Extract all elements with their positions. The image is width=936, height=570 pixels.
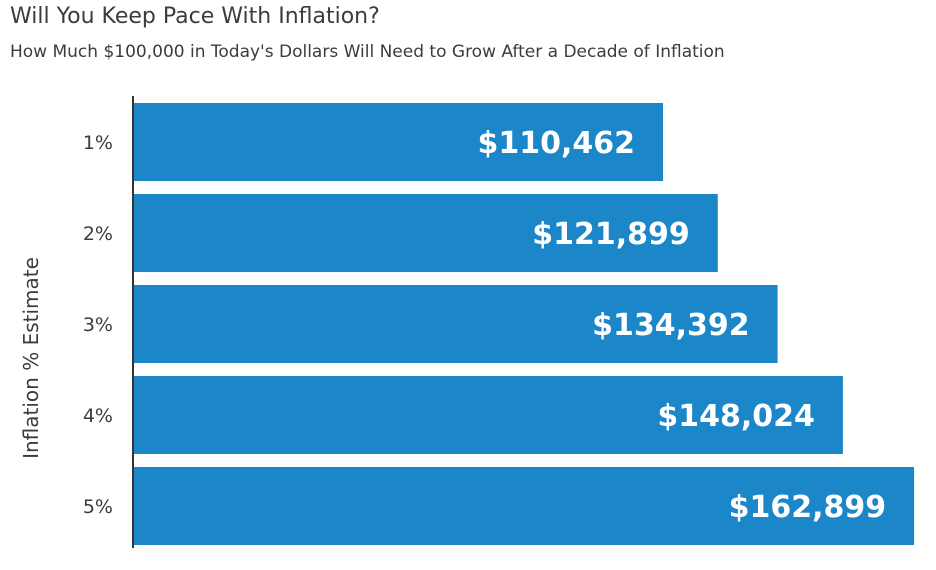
category-label-5: 5% <box>83 496 113 518</box>
category-label-2: 2% <box>83 223 113 245</box>
bar-4 <box>134 376 843 454</box>
bar-value-label-3: $134,392 <box>592 308 750 343</box>
y-axis-label: Inflation % Estimate <box>19 257 43 459</box>
chart-subtitle: How Much $100,000 in Today's Dollars Wil… <box>10 42 725 62</box>
bar-2 <box>134 194 718 272</box>
category-label-4: 4% <box>83 405 113 427</box>
bars-group: $110,462 1% $121,899 2% $134,392 3% $148,024 4%… <box>83 103 915 545</box>
bar-1 <box>134 103 663 181</box>
bar-value-label-2: $121,899 <box>532 217 690 252</box>
chart-title: Will You Keep Pace With Inflation? <box>10 4 380 29</box>
bar-3 <box>134 285 778 363</box>
category-label-1: 1% <box>83 132 113 154</box>
bar-value-label-1: $110,462 <box>477 126 635 161</box>
bar-value-label-4: $148,024 <box>657 399 815 434</box>
category-label-3: 3% <box>83 314 113 336</box>
bar-value-label-5: $162,899 <box>729 490 887 525</box>
bar-5 <box>134 467 915 545</box>
